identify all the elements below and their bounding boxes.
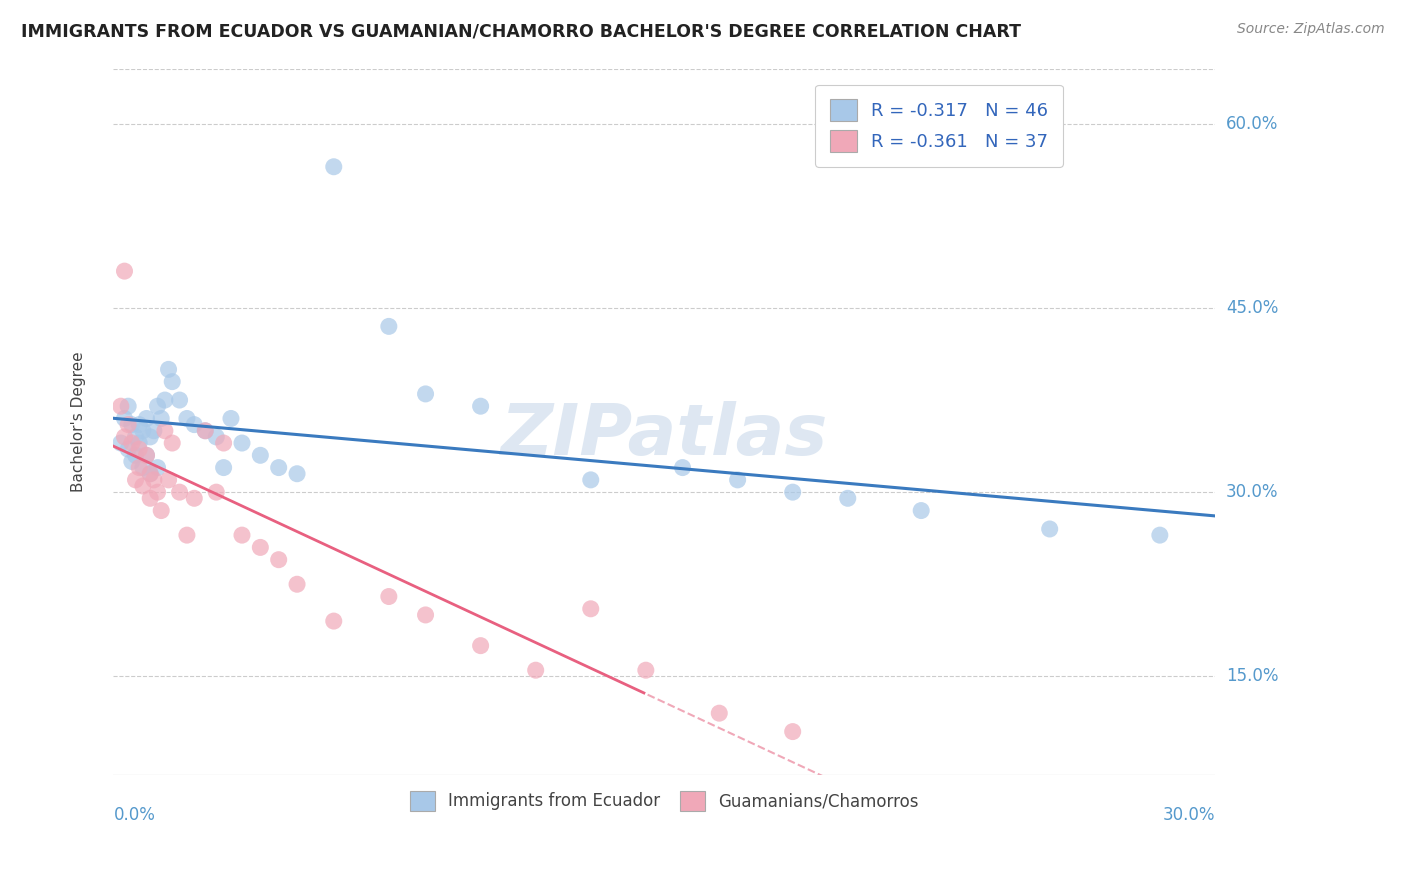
- Point: [285, 467, 308, 481]
- Point: [139, 430, 162, 444]
- Point: [146, 399, 169, 413]
- Point: [139, 467, 162, 481]
- Point: [579, 473, 602, 487]
- Point: [121, 454, 143, 468]
- Point: [124, 430, 146, 444]
- Point: [194, 424, 217, 438]
- Point: [157, 362, 180, 376]
- Point: [142, 424, 165, 438]
- Point: [135, 448, 157, 462]
- Point: [322, 614, 344, 628]
- Point: [267, 460, 290, 475]
- Point: [135, 448, 157, 462]
- Point: [910, 503, 932, 517]
- Point: [150, 411, 173, 425]
- Point: [128, 436, 150, 450]
- Point: [212, 436, 235, 450]
- Point: [322, 160, 344, 174]
- Point: [110, 436, 132, 450]
- Point: [634, 663, 657, 677]
- Point: [378, 590, 401, 604]
- Point: [249, 541, 271, 555]
- Point: [176, 411, 198, 425]
- Point: [169, 392, 191, 407]
- Point: [212, 460, 235, 475]
- Point: [153, 392, 176, 407]
- Legend: Immigrants from Ecuador, Guamanians/Chamorros: Immigrants from Ecuador, Guamanians/Cham…: [401, 782, 927, 819]
- Point: [128, 442, 150, 457]
- Point: [124, 448, 146, 462]
- Point: [183, 491, 205, 506]
- Point: [160, 436, 183, 450]
- Point: [415, 387, 437, 401]
- Point: [176, 528, 198, 542]
- Point: [219, 411, 242, 425]
- Point: [124, 473, 146, 487]
- Text: Source: ZipAtlas.com: Source: ZipAtlas.com: [1237, 22, 1385, 37]
- Text: 15.0%: 15.0%: [1226, 667, 1278, 685]
- Point: [117, 442, 139, 457]
- Point: [114, 411, 136, 425]
- Point: [183, 417, 205, 432]
- Text: ZIPatlas: ZIPatlas: [501, 401, 828, 470]
- Point: [132, 479, 155, 493]
- Point: [146, 485, 169, 500]
- Point: [782, 724, 804, 739]
- Point: [114, 430, 136, 444]
- Point: [194, 424, 217, 438]
- Point: [135, 411, 157, 425]
- Point: [153, 424, 176, 438]
- Text: 30.0%: 30.0%: [1226, 483, 1278, 501]
- Point: [205, 485, 228, 500]
- Point: [205, 430, 228, 444]
- Point: [157, 473, 180, 487]
- Point: [150, 503, 173, 517]
- Point: [121, 417, 143, 432]
- Point: [132, 460, 155, 475]
- Text: 0.0%: 0.0%: [114, 806, 155, 824]
- Point: [415, 607, 437, 622]
- Point: [579, 602, 602, 616]
- Point: [1039, 522, 1062, 536]
- Point: [169, 485, 191, 500]
- Point: [470, 639, 492, 653]
- Point: [837, 491, 859, 506]
- Point: [267, 552, 290, 566]
- Point: [524, 663, 547, 677]
- Text: IMMIGRANTS FROM ECUADOR VS GUAMANIAN/CHAMORRO BACHELOR'S DEGREE CORRELATION CHAR: IMMIGRANTS FROM ECUADOR VS GUAMANIAN/CHA…: [21, 22, 1021, 40]
- Point: [470, 399, 492, 413]
- Point: [285, 577, 308, 591]
- Point: [671, 460, 693, 475]
- Text: 60.0%: 60.0%: [1226, 115, 1278, 133]
- Point: [727, 473, 749, 487]
- Point: [139, 467, 162, 481]
- Text: 45.0%: 45.0%: [1226, 299, 1278, 317]
- Point: [128, 460, 150, 475]
- Point: [146, 460, 169, 475]
- Point: [117, 399, 139, 413]
- Point: [132, 424, 155, 438]
- Point: [709, 706, 731, 721]
- Point: [782, 485, 804, 500]
- Point: [142, 473, 165, 487]
- Point: [231, 436, 253, 450]
- Text: 30.0%: 30.0%: [1163, 806, 1215, 824]
- Point: [378, 319, 401, 334]
- Point: [139, 491, 162, 506]
- Point: [231, 528, 253, 542]
- Point: [117, 417, 139, 432]
- Point: [128, 417, 150, 432]
- Point: [121, 436, 143, 450]
- Text: Bachelor's Degree: Bachelor's Degree: [70, 351, 86, 491]
- Point: [110, 399, 132, 413]
- Point: [1149, 528, 1171, 542]
- Point: [249, 448, 271, 462]
- Point: [160, 375, 183, 389]
- Point: [114, 264, 136, 278]
